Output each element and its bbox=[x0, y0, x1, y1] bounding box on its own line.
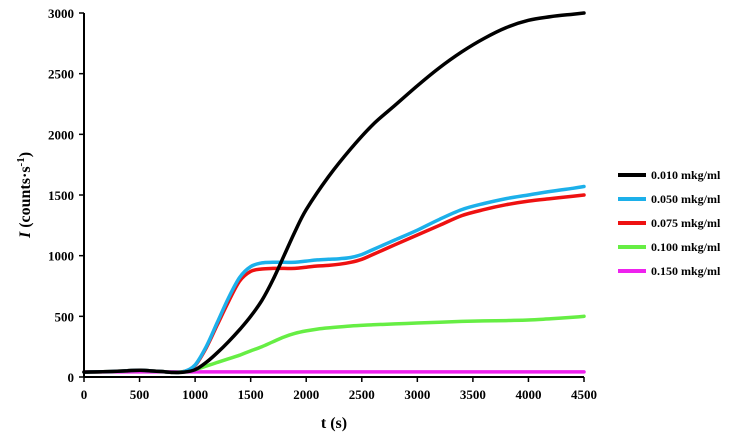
y-tick-label: 500 bbox=[55, 309, 75, 324]
y-axis-title-superscript: -1 bbox=[15, 157, 27, 166]
y-tick-label: 3000 bbox=[48, 6, 74, 21]
y-axis-title-symbol: I bbox=[17, 231, 34, 239]
x-axis-title: t (s) bbox=[321, 415, 347, 432]
legend-label-4: 0.100 mkg/ml bbox=[651, 240, 721, 254]
x-tick-label: 500 bbox=[130, 387, 150, 402]
legend-label-3: 0.075 mkg/ml bbox=[651, 216, 721, 230]
x-tick-label: 3000 bbox=[404, 387, 430, 402]
series-line-1 bbox=[82, 11, 586, 375]
y-tick-label: 2500 bbox=[48, 67, 74, 82]
y-axis-title-unit: (counts·s bbox=[17, 166, 34, 231]
y-axis-title: I (counts·s-1) bbox=[15, 152, 34, 239]
legend-label-1: 0.010 mkg/ml bbox=[651, 168, 721, 182]
x-tick-label: 4000 bbox=[515, 387, 541, 402]
series-line-3 bbox=[82, 193, 586, 375]
legend-label-5: 0.150 mkg/ml bbox=[651, 264, 721, 278]
legend-label-2: 0.050 mkg/ml bbox=[651, 192, 721, 206]
series-line-2 bbox=[82, 184, 586, 375]
y-axis-title-close: ) bbox=[17, 152, 34, 157]
y-tick-label: 1500 bbox=[48, 188, 74, 203]
axes bbox=[83, 13, 584, 378]
x-tick-label: 0 bbox=[81, 387, 88, 402]
x-tick-label: 3500 bbox=[460, 387, 486, 402]
x-tick-label: 1500 bbox=[238, 387, 264, 402]
y-ticks: 0 500 1000 1500 2000 2500 3000 bbox=[48, 6, 84, 385]
plot-lines bbox=[82, 11, 586, 375]
legend: 0.010 mkg/ml 0.050 mkg/ml 0.075 mkg/ml 0.10… bbox=[618, 168, 721, 278]
x-tick-label: 2500 bbox=[349, 387, 375, 402]
y-tick-label: 1000 bbox=[48, 249, 74, 264]
y-tick-label: 0 bbox=[68, 370, 75, 385]
x-tick-label: 2000 bbox=[293, 387, 319, 402]
x-tick-label: 4500 bbox=[571, 387, 597, 402]
x-tick-label: 1000 bbox=[182, 387, 208, 402]
y-tick-label: 2000 bbox=[48, 127, 74, 142]
series-line-4 bbox=[82, 314, 586, 375]
x-ticks: 0 500 1000 1500 2000 2500 3000 3500 4000 4500 bbox=[81, 377, 597, 402]
